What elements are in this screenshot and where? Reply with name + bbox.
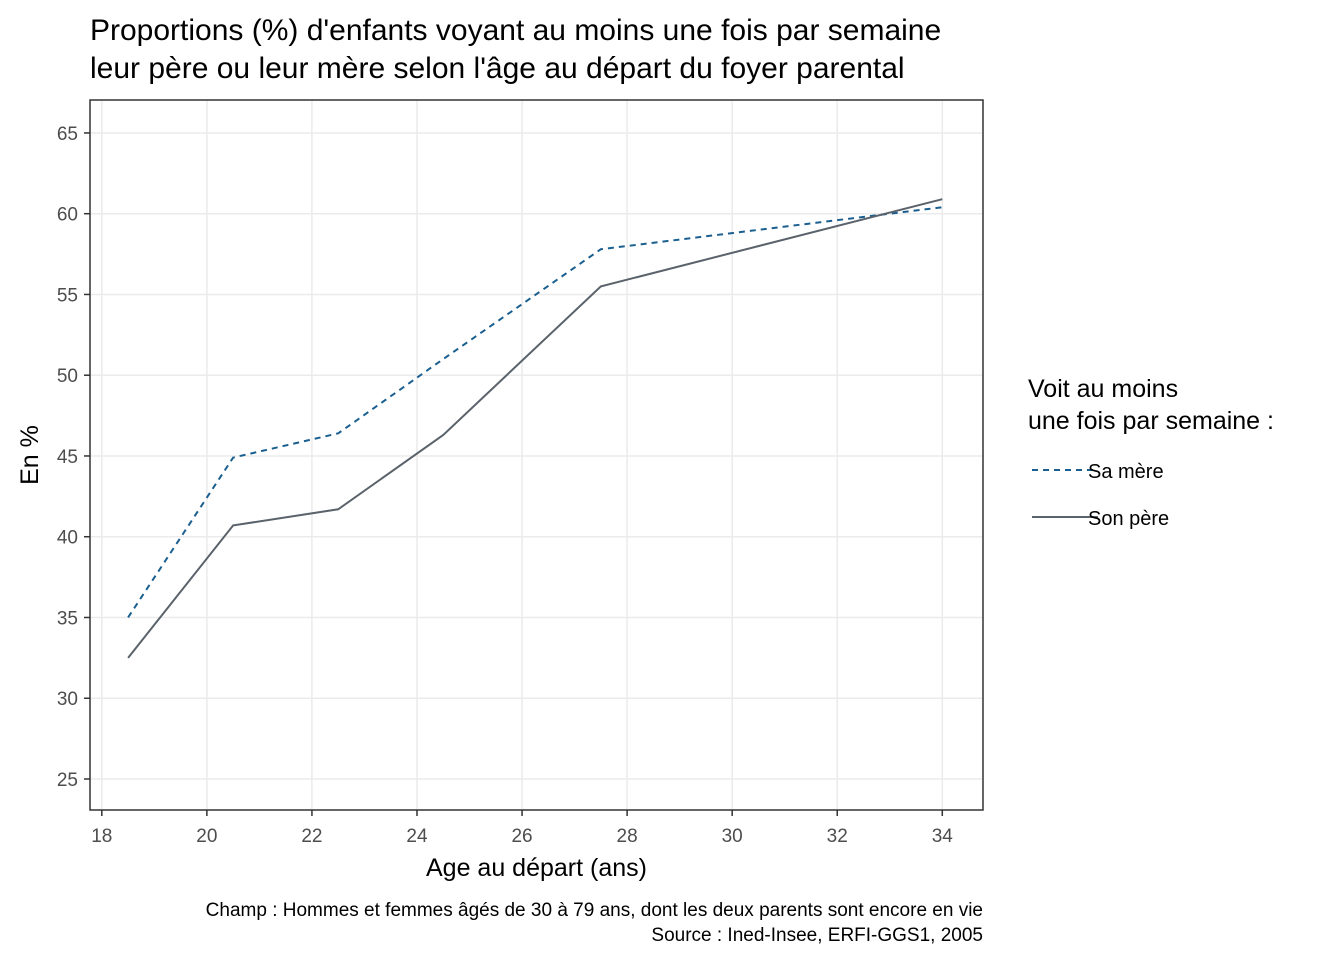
x-tick-label: 30 — [722, 826, 743, 847]
y-tick-label: 45 — [57, 447, 78, 468]
x-tick-label: 20 — [196, 826, 217, 847]
y-tick-label: 50 — [57, 366, 78, 387]
plot-border — [89, 99, 984, 811]
y-tick-label: 30 — [57, 689, 78, 710]
caption: Source : Ined-Insee, ERFI-GGS1, 2005 — [651, 925, 983, 946]
x-tick-label: 26 — [511, 826, 532, 847]
y-tick-label: 25 — [57, 770, 78, 791]
legend-title: Voit au moins — [1028, 375, 1178, 403]
x-tick-label: 24 — [406, 826, 428, 847]
line-series — [127, 206, 943, 619]
x-axis-label: Age au départ (ans) — [426, 854, 647, 882]
legend-label: Sa mère — [1088, 461, 1164, 483]
chart-title: Proportions (%) d'enfants voyant au moin… — [90, 14, 941, 47]
x-tick-label: 22 — [301, 826, 322, 847]
x-tick-label: 34 — [932, 826, 954, 847]
x-tick-label: 28 — [617, 826, 638, 847]
y-tick-label: 65 — [57, 124, 78, 145]
legend-title: une fois par semaine : — [1028, 407, 1274, 435]
legend-label: Son père — [1088, 508, 1169, 530]
y-tick-label: 35 — [57, 608, 78, 629]
line-series — [127, 198, 943, 659]
chart-title: leur père ou leur mère selon l'âge au dé… — [90, 52, 905, 85]
y-tick-label: 55 — [57, 285, 78, 306]
x-tick-label: 32 — [827, 826, 848, 847]
y-tick-label: 40 — [57, 528, 78, 549]
caption: Champ : Hommes et femmes âgés de 30 à 79… — [206, 900, 983, 921]
x-tick-label: 18 — [91, 826, 112, 847]
y-tick-label: 60 — [57, 205, 78, 226]
y-axis-label: En % — [16, 425, 44, 485]
